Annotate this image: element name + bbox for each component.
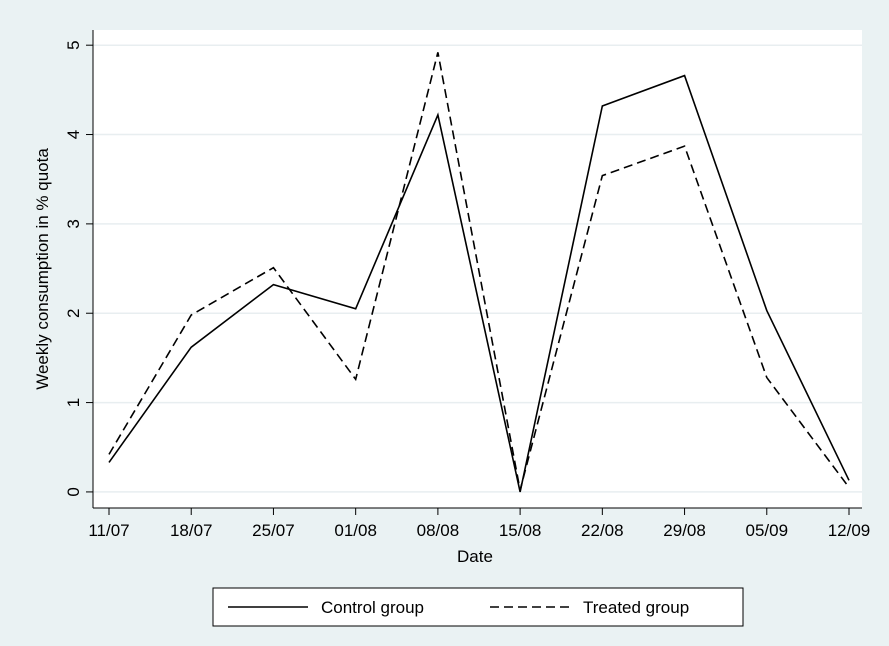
y-axis-label: Weekly consumption in % quota xyxy=(33,148,52,390)
y-tick-label: 4 xyxy=(64,130,83,139)
x-tick-label: 25/07 xyxy=(252,521,295,540)
y-tick-label: 2 xyxy=(64,308,83,317)
x-tick-label: 12/09 xyxy=(828,521,871,540)
x-tick-label: 29/08 xyxy=(663,521,706,540)
x-tick-label: 08/08 xyxy=(417,521,460,540)
x-tick-label: 15/08 xyxy=(499,521,542,540)
x-tick-label: 18/07 xyxy=(170,521,213,540)
legend-label: Control group xyxy=(321,598,424,617)
x-tick-label: 22/08 xyxy=(581,521,624,540)
x-tick-label: 05/09 xyxy=(746,521,789,540)
y-tick-label: 3 xyxy=(64,219,83,228)
y-tick-label: 0 xyxy=(64,487,83,496)
plot-area xyxy=(93,30,862,508)
series-line xyxy=(108,74,850,493)
legend: Control group Treated group xyxy=(212,587,744,627)
y-tick-label: 5 xyxy=(64,40,83,49)
series-line xyxy=(108,52,850,491)
x-tick-label: 11/07 xyxy=(88,521,129,540)
x-tick-label: 01/08 xyxy=(334,521,377,540)
y-tick-label: 1 xyxy=(64,398,83,407)
legend-label: Treated group xyxy=(583,598,689,617)
x-axis-label: Date xyxy=(457,547,493,566)
